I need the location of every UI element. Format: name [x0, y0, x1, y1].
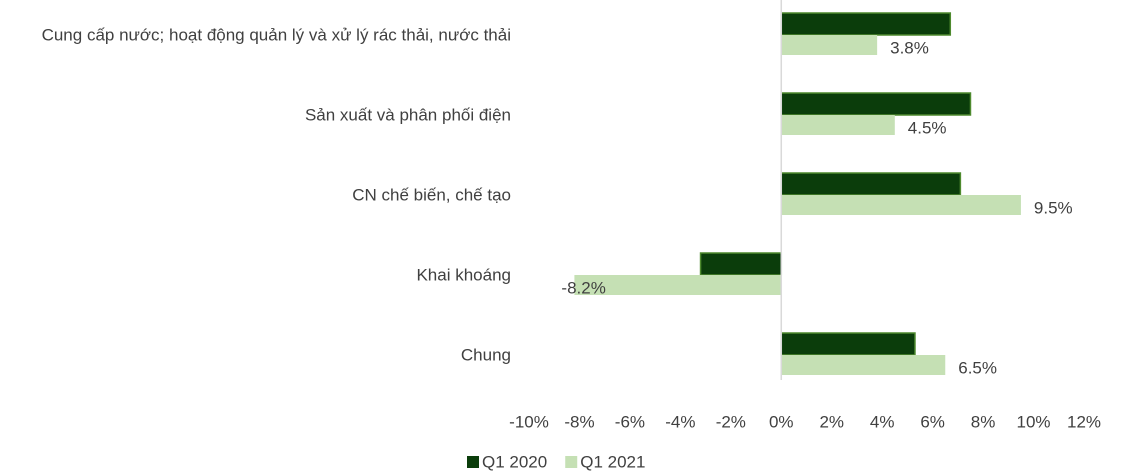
x-tick-label: -2%: [716, 412, 746, 431]
bar: [780, 172, 962, 196]
x-tick-label: 10%: [1017, 412, 1051, 431]
legend-label: Q1 2020: [482, 452, 547, 471]
bar: [780, 12, 952, 36]
bar: [781, 195, 1021, 215]
bar: [781, 35, 878, 55]
x-tick-label: 12%: [1067, 412, 1101, 431]
x-tick-label: 8%: [971, 412, 996, 431]
legend-swatch: [467, 456, 479, 468]
legend-label: Q1 2021: [580, 452, 645, 471]
category-label: CN chế biến, chế tạo: [352, 185, 511, 205]
x-tick-label: -6%: [615, 412, 645, 431]
category-label: Cung cấp nước; hoạt động quản lý và xử l…: [41, 25, 511, 45]
data-label: 9.5%: [1034, 198, 1073, 217]
data-label: 6.5%: [958, 358, 997, 377]
x-tick-label: 0%: [769, 412, 794, 431]
bar: [699, 252, 783, 276]
category-label: Sản xuất và phân phối điện: [304, 105, 511, 125]
x-tick-label: 6%: [920, 412, 945, 431]
bar: [780, 92, 972, 116]
x-tick-label: 2%: [819, 412, 844, 431]
category-label: Chung: [460, 345, 511, 365]
bar: [781, 115, 895, 135]
bar: [574, 275, 782, 295]
x-tick-label: -4%: [665, 412, 695, 431]
data-label: 3.8%: [890, 38, 929, 57]
bar: [781, 355, 946, 375]
category-label: Khai khoáng: [416, 265, 511, 285]
x-tick-label: -10%: [509, 412, 549, 431]
data-label: -8.2%: [561, 278, 605, 297]
x-tick-label: 4%: [870, 412, 895, 431]
data-label: 4.5%: [908, 118, 947, 137]
bar: [780, 332, 916, 356]
legend-swatch: [565, 456, 578, 468]
x-tick-label: -8%: [564, 412, 594, 431]
